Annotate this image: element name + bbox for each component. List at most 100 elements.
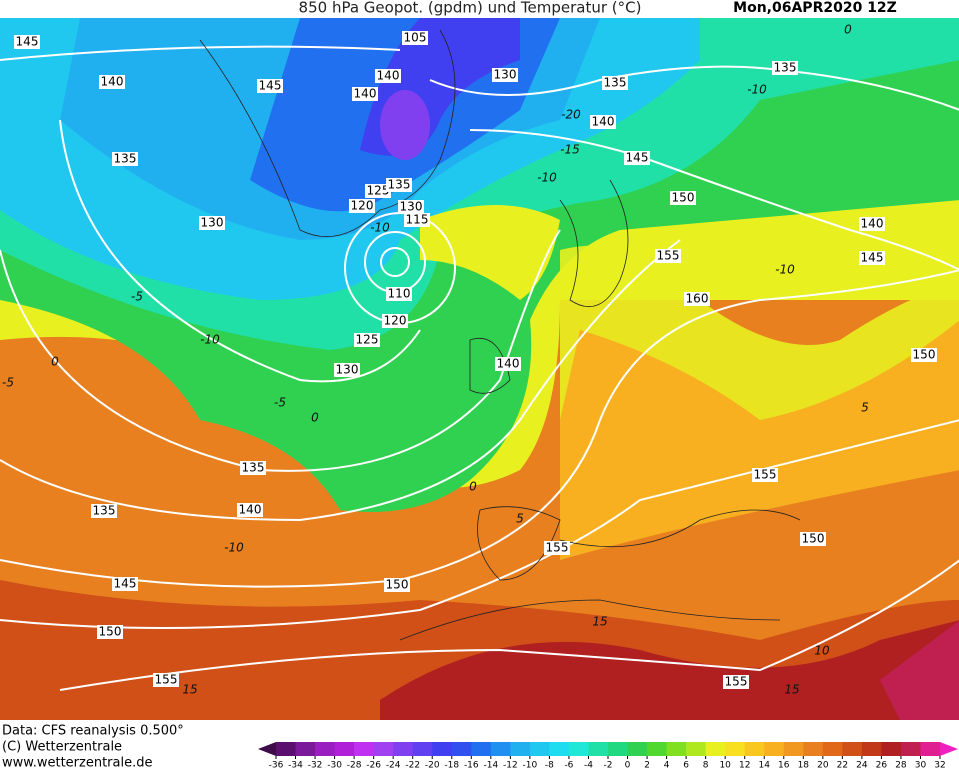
geopotential-label: 135: [388, 178, 411, 192]
colorbar-tick-label: 28: [895, 761, 907, 770]
label-box: [386, 287, 412, 301]
geopotential-label: 125: [367, 184, 390, 198]
temperature-label: 0: [51, 355, 59, 369]
label-box: [14, 35, 40, 49]
geopotential-contours: [0, 45, 959, 691]
colorbar-tick-label: 12: [739, 761, 750, 770]
geopotential-label: 155: [546, 541, 569, 555]
colorbar-cell: [315, 742, 336, 756]
label-box: [91, 504, 117, 518]
geopotential-label: 140: [377, 69, 400, 83]
temperature-label: -5: [2, 376, 14, 390]
colorbar-cell: [529, 742, 550, 756]
colorbar-cell: [900, 742, 921, 756]
geopotential-label: 140: [592, 115, 615, 129]
footer-text: (C) Wetterzentrale: [2, 740, 122, 755]
label-box: [752, 468, 778, 482]
colorbar-cell: [744, 742, 765, 756]
colorbar-cell: [861, 742, 882, 756]
footer-text: Data: CFS reanalysis 0.500°: [2, 724, 184, 739]
temperature-label: 5: [861, 401, 869, 415]
geopotential-label: 125: [356, 333, 379, 347]
label-box: [386, 178, 412, 192]
colorbar-tick-label: -24: [386, 761, 401, 770]
colorbar-cell: [822, 742, 843, 756]
label-box: [382, 314, 408, 328]
temperature-label: -10: [200, 333, 220, 347]
colorbar-tick-label: 0: [625, 761, 631, 770]
temperature-label: -20: [561, 108, 581, 122]
label-box: [257, 79, 283, 93]
geopotential-label: 145: [626, 151, 649, 165]
colorbar: -36 -34 -32 -30 -28 -26 -24 -22 -20 -18 -16 -14 -12-…: [258, 742, 958, 770]
geopotential-label: 140: [101, 75, 124, 89]
temperature-label: 15: [592, 615, 607, 629]
colorbar-cell: [725, 742, 746, 756]
colorbar-cell: [471, 742, 492, 756]
colorbar-tick-label: -28: [347, 761, 362, 770]
colorbar-cell: [842, 742, 863, 756]
colorbar-tick-label: -36: [269, 761, 284, 770]
geopotential-label: 140: [497, 357, 520, 371]
colorbar-cell: [686, 742, 707, 756]
colorbar-tick-label: -20: [425, 761, 440, 770]
colorbar-tick-label: 6: [683, 761, 689, 770]
colorbar-tick-label: 20: [817, 761, 829, 770]
geopotential-label: 150: [672, 191, 695, 205]
colorbar-tick-label: 4: [664, 761, 670, 770]
colorbar-tick-label: -10: [523, 761, 538, 770]
temperature-label: 0: [844, 23, 852, 37]
colorbar-cell: [608, 742, 629, 756]
geopotential-label: 150: [802, 532, 825, 546]
geopotential-label: 105: [404, 31, 427, 45]
colorbar-cell: [588, 742, 609, 756]
footer-text: www.wetterzentrale.de: [2, 756, 152, 770]
geopotential-label: 110: [388, 287, 411, 301]
geopotential-label: 130: [400, 200, 423, 214]
temperature-label: -10: [370, 221, 390, 235]
geopotential-label: 150: [386, 578, 409, 592]
label-box: [384, 578, 410, 592]
colorbar-cell: [881, 742, 902, 756]
label-box: [99, 75, 125, 89]
geopotential-label: 145: [16, 35, 39, 49]
colorbar-cell: [764, 742, 785, 756]
geopotential-label: 140: [861, 217, 884, 231]
colorbar-tick-label: -12: [503, 761, 518, 770]
colorbar-tick-label: 26: [876, 761, 888, 770]
label-box: [859, 251, 885, 265]
temperature-label: -10: [747, 83, 767, 97]
colorbar-tick-label: 2: [644, 761, 650, 770]
colorbar-tick-label: -6: [564, 761, 573, 770]
colorbar-cell: [373, 742, 394, 756]
colorbar-tick-label: -18: [444, 761, 459, 770]
geopotential-label: 135: [604, 76, 627, 90]
colorbar-cell: [451, 742, 472, 756]
colorbar-cell: [334, 742, 355, 756]
temperature-label: -10: [775, 263, 795, 277]
colorbar-cell: [627, 742, 648, 756]
colorbar-cell: [647, 742, 668, 756]
geopotential-label: 145: [259, 79, 282, 93]
colorbar-cell: [705, 742, 726, 756]
label-box: [153, 673, 179, 687]
geopotential-label: 155: [657, 249, 680, 263]
geopotential-label: 145: [114, 577, 137, 591]
label-box: [354, 333, 380, 347]
temperature-label: 15: [784, 683, 799, 697]
label-box: [404, 213, 430, 227]
colorbar-end: [258, 742, 276, 756]
geopotential-label: 135: [93, 504, 116, 518]
temperature-label: 5: [516, 512, 524, 526]
colorbar-cell: [490, 742, 511, 756]
colorbar-cell: [803, 742, 824, 756]
label-box: [655, 249, 681, 263]
geopotential-label: 145: [861, 251, 884, 265]
colorbar-cell: [295, 742, 316, 756]
geopotential-label: 135: [114, 152, 137, 166]
colorbar-tick-label: 8: [703, 761, 709, 770]
label-box: [859, 217, 885, 231]
geopotential-label: 115: [406, 213, 429, 227]
geopotential-label: 150: [913, 348, 936, 362]
